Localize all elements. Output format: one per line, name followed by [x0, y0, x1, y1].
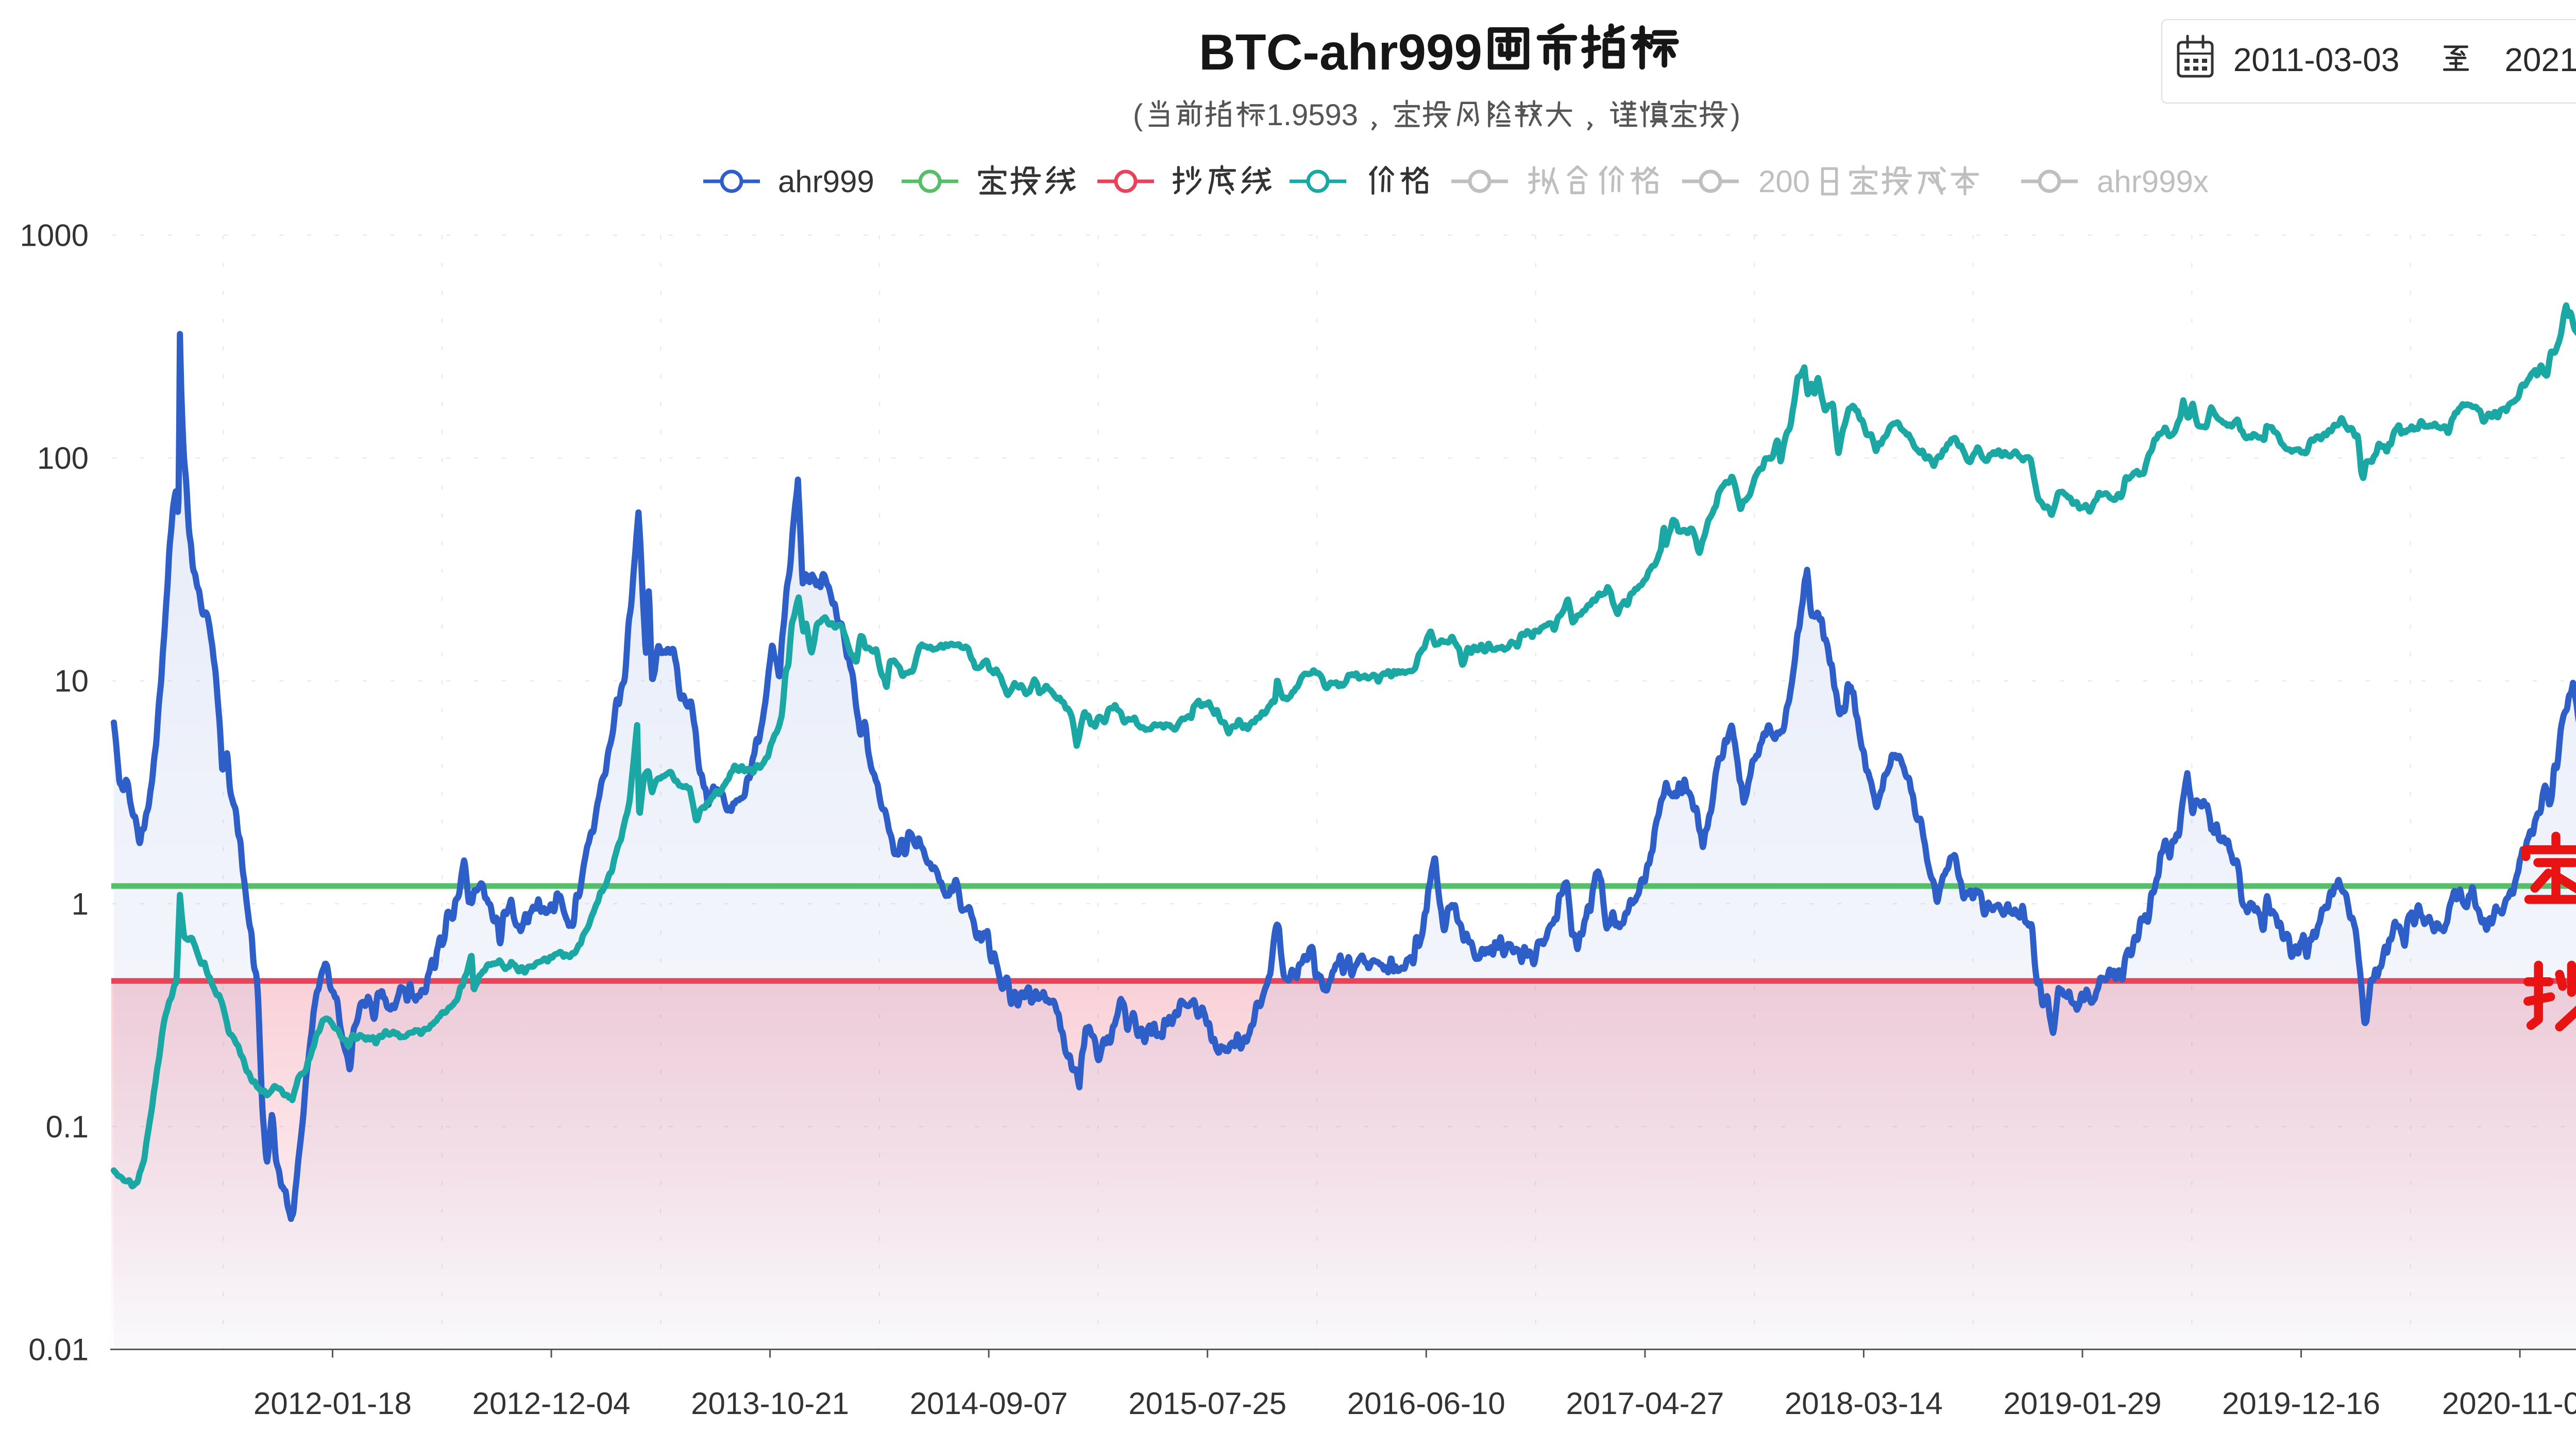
svg-text:2018-03-14: 2018-03-14	[1785, 1386, 1943, 1421]
svg-text:0.01: 0.01	[28, 1333, 89, 1367]
svg-text:ahr999x: ahr999x	[2097, 164, 2209, 199]
svg-text:100: 100	[37, 441, 89, 475]
svg-text:2019-01-29: 2019-01-29	[2004, 1386, 2162, 1421]
svg-text:2011-03-03: 2011-03-03	[2233, 41, 2400, 78]
svg-text:10: 10	[54, 664, 89, 699]
svg-text:ahr999: ahr999	[778, 164, 874, 199]
svg-text:2020-11-01: 2020-11-01	[2442, 1386, 2576, 1421]
svg-text:2015-07-25: 2015-07-25	[1128, 1386, 1286, 1421]
svg-text:2017-04-27: 2017-04-27	[1566, 1386, 1724, 1421]
svg-text:(: (	[1133, 98, 1143, 132]
svg-text:1000: 1000	[20, 218, 89, 253]
svg-text:2014-09-07: 2014-09-07	[910, 1386, 1068, 1421]
svg-text:2021-10-03: 2021-10-03	[2504, 41, 2576, 78]
svg-text:2013-10-21: 2013-10-21	[691, 1386, 849, 1421]
svg-text:): )	[1731, 98, 1740, 132]
svg-text:1.9593: 1.9593	[1267, 98, 1358, 132]
svg-text:1: 1	[72, 887, 89, 921]
svg-text:2016-06-10: 2016-06-10	[1347, 1386, 1505, 1421]
svg-text:2019-12-16: 2019-12-16	[2222, 1386, 2380, 1421]
svg-text:0.1: 0.1	[46, 1110, 89, 1144]
svg-text:200: 200	[1758, 164, 1810, 199]
svg-text:2012-12-04: 2012-12-04	[472, 1386, 631, 1421]
svg-text:2012-01-18: 2012-01-18	[253, 1386, 412, 1421]
svg-text:BTC-ahr999: BTC-ahr999	[1199, 24, 1482, 80]
